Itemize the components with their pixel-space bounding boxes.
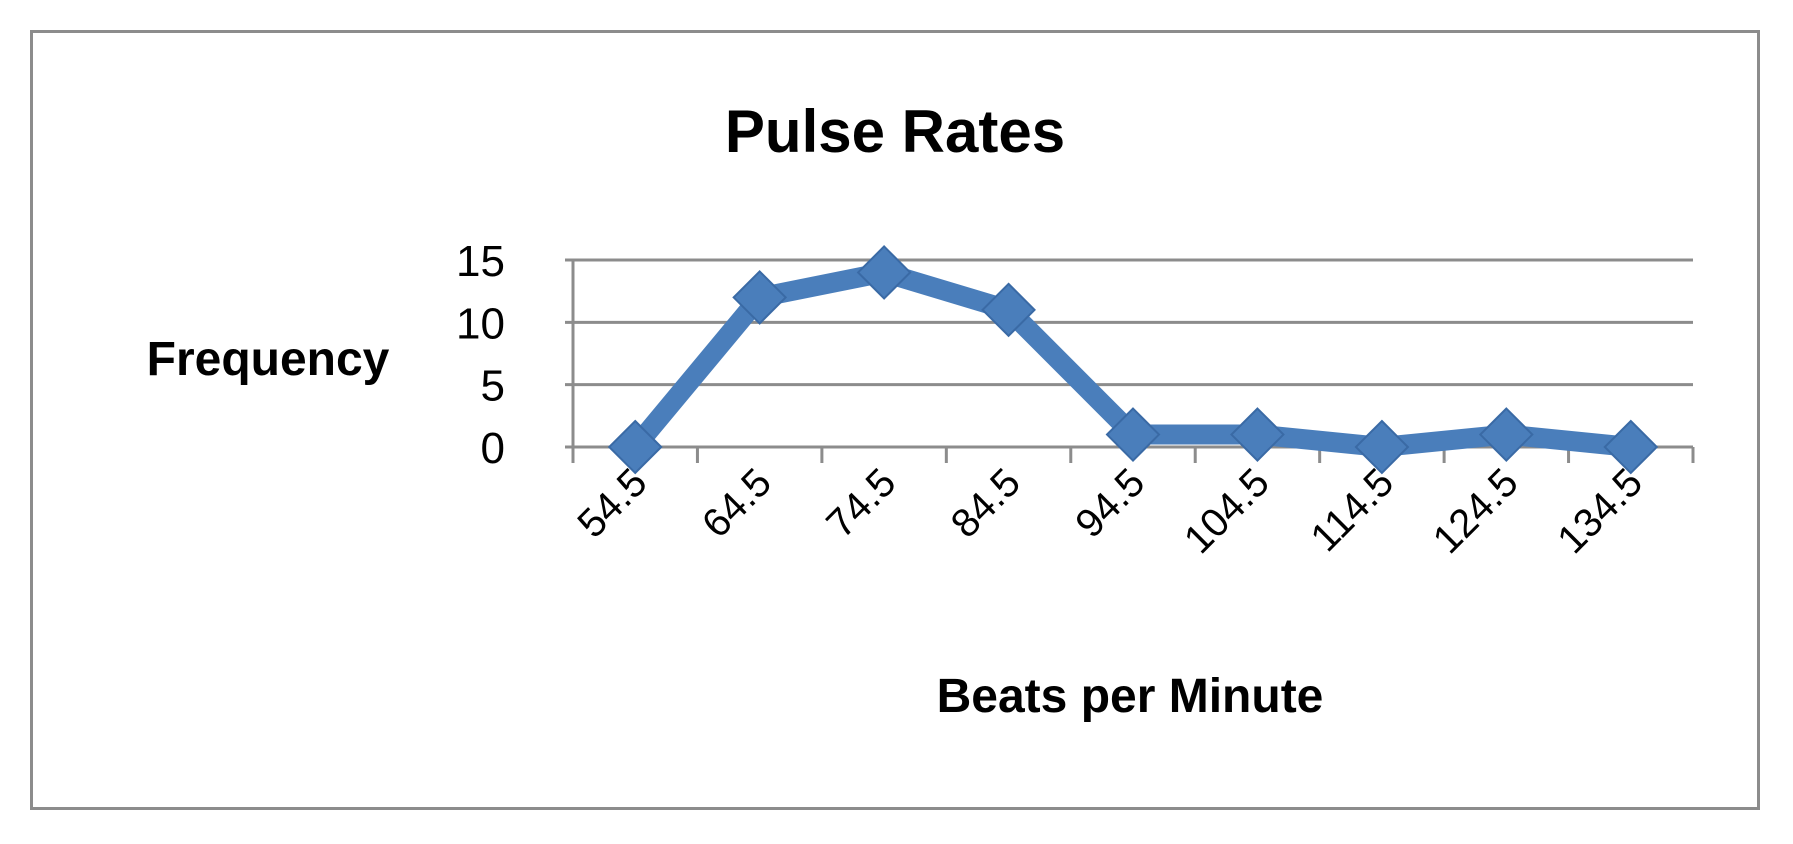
x-tick-label: 64.5	[694, 460, 780, 546]
data-point-marker	[1230, 407, 1285, 462]
series-markers	[607, 245, 1659, 475]
x-tick-label: 134.5	[1549, 460, 1651, 562]
data-point-marker	[1105, 407, 1161, 462]
x-tick-label: 84.5	[943, 460, 1029, 546]
data-point-marker	[856, 245, 912, 300]
y-tick-labels: 0 5 10 15	[456, 237, 505, 473]
y-tick-label: 5	[481, 362, 505, 411]
x-tick-label: 74.5	[818, 460, 904, 546]
y-tick-label: 0	[481, 424, 505, 473]
grid-lines	[565, 258, 1693, 387]
data-point-marker	[1478, 407, 1534, 462]
x-tick-label: 114.5	[1302, 460, 1402, 560]
y-axis-title: Frequency	[147, 333, 390, 386]
y-tick-label: 10	[456, 299, 505, 348]
x-tick-label: 54.5	[569, 460, 655, 546]
x-axis-title: Beats per Minute	[937, 670, 1324, 723]
x-tick-label: 124.5	[1425, 460, 1527, 562]
x-tick-labels: 54.5 64.5 74.5 84.5 94.5 104.5 114.5 124.5 134.5	[569, 460, 1651, 562]
x-tick-label: 94.5	[1067, 460, 1153, 546]
chart-title: Pulse Rates	[725, 98, 1065, 165]
data-point-marker	[732, 269, 788, 325]
data-point-marker	[981, 282, 1036, 338]
chart-frame	[30, 30, 1760, 810]
data-point-marker	[607, 419, 663, 475]
y-tick-label: 15	[456, 237, 505, 286]
data-point-marker	[1603, 419, 1659, 475]
data-point-marker	[1354, 419, 1410, 475]
x-tick-label: 104.5	[1176, 460, 1278, 562]
